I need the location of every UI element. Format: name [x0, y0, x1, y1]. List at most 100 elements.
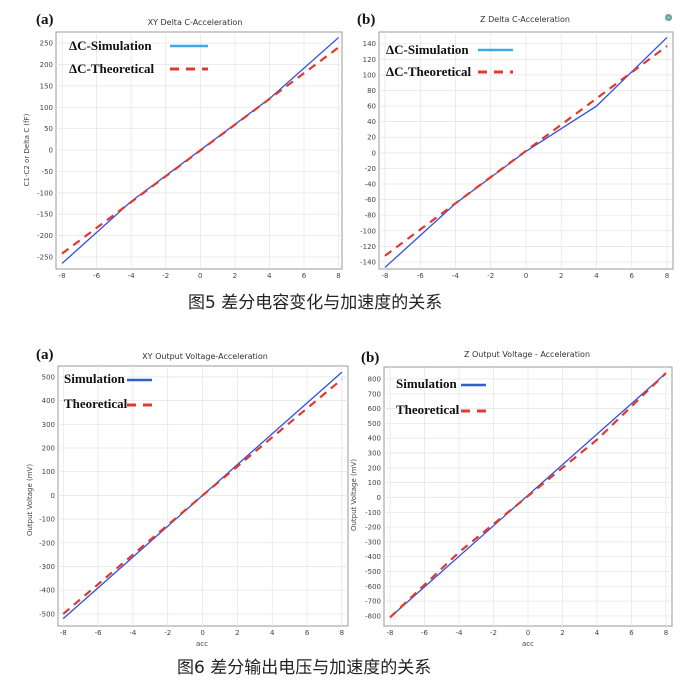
x-tick-label: 0 — [524, 272, 528, 280]
y-tick-label: 200 — [40, 61, 53, 69]
theoretical-line — [389, 372, 667, 619]
y-tick-label: -300 — [39, 563, 55, 571]
legend-simulation: ΔC-Simulation — [386, 42, 469, 57]
legend-theoretical: Theoretical — [64, 396, 128, 411]
y-tick-label: 400 — [368, 435, 381, 443]
y-tick-label: -100 — [37, 189, 53, 197]
x-tick-label: 4 — [594, 272, 599, 280]
x-tick-label: 6 — [630, 272, 635, 280]
y-tick-label: -140 — [360, 258, 376, 266]
y-tick-label: -100 — [39, 516, 55, 524]
x-tick-label: 0 — [198, 272, 202, 280]
x-tick-label: -6 — [95, 629, 103, 637]
x-tick-label: -2 — [164, 629, 171, 637]
y-tick-label: -700 — [365, 598, 381, 606]
x-tick-label: -6 — [93, 272, 101, 280]
y-tick-label: -300 — [365, 538, 381, 546]
y-tick-label: 600 — [368, 405, 381, 413]
x-tick-label: 2 — [233, 272, 237, 280]
x-axis-label: acc — [196, 640, 208, 648]
legend-theoretical: Theoretical — [396, 402, 460, 417]
x-tick-label: 2 — [559, 272, 563, 280]
y-tick-label: 500 — [368, 420, 381, 428]
x-tick-label: -2 — [487, 272, 494, 280]
x-tick-label: -4 — [452, 272, 460, 280]
y-tick-label: 100 — [363, 71, 376, 79]
legend-simulation: Simulation — [64, 371, 125, 386]
y-tick-label: 300 — [368, 450, 381, 458]
y-tick-label: 20 — [367, 134, 376, 142]
y-axis-label: Output Voltage (mV) — [26, 463, 34, 537]
y-tick-label: -50 — [42, 168, 53, 176]
x-tick-label: -4 — [128, 272, 136, 280]
x-tick-label: 0 — [200, 629, 204, 637]
y-tick-label: -400 — [365, 553, 381, 561]
figure5-caption: 图5 差分电容变化与加速度的关系 — [188, 293, 443, 313]
x-tick-label: 6 — [302, 272, 307, 280]
y-tick-label: 400 — [42, 397, 55, 405]
y-tick-label: 500 — [42, 373, 55, 381]
x-tick-label: 8 — [340, 629, 344, 637]
x-axis-label: acc — [522, 640, 534, 648]
y-tick-label: -400 — [39, 587, 55, 595]
chart-title: XY Output Voltage-Acceleration — [142, 352, 268, 361]
chart-title: Z Output Voltage - Acceleration — [463, 350, 591, 359]
x-tick-label: 2 — [235, 629, 239, 637]
legend-simulation: Simulation — [396, 376, 457, 391]
x-tick-label: -2 — [490, 629, 497, 637]
y-tick-label: 80 — [367, 87, 376, 95]
y-tick-label: 50 — [44, 125, 53, 133]
x-tick-label: 8 — [336, 272, 340, 280]
y-tick-label: -100 — [365, 509, 381, 517]
y-tick-label: 700 — [368, 390, 381, 398]
x-tick-label: -8 — [387, 629, 394, 637]
y-tick-label: 200 — [368, 464, 381, 472]
x-tick-label: 4 — [270, 629, 275, 637]
panel-label-b1: (b) — [357, 12, 376, 28]
y-tick-label: -100 — [360, 227, 376, 235]
y-tick-label: -800 — [365, 612, 381, 620]
x-tick-label: 8 — [665, 272, 669, 280]
x-tick-label: 0 — [526, 629, 530, 637]
y-tick-label: 0 — [372, 149, 376, 157]
y-tick-label: -200 — [39, 539, 55, 547]
y-tick-label: -60 — [365, 196, 376, 204]
y-axis-label: Output Voltage (mV) — [350, 458, 358, 532]
y-axis-label: C1-C2 or Delta C (fF) — [23, 113, 31, 187]
y-tick-label: -250 — [37, 254, 53, 262]
chart-title: Z Delta C-Acceleration — [480, 15, 570, 24]
x-tick-label: -8 — [382, 272, 389, 280]
y-tick-label: 0 — [51, 492, 55, 500]
x-tick-label: 8 — [664, 629, 668, 637]
y-tick-label: 100 — [368, 479, 381, 487]
theoretical-line — [61, 46, 340, 255]
globe-icon — [665, 14, 672, 21]
y-tick-label: 250 — [40, 40, 53, 48]
panel-label-b2: (b) — [361, 350, 380, 366]
y-tick-label: 300 — [42, 421, 55, 429]
y-tick-label: 200 — [42, 445, 55, 453]
y-tick-label: 0 — [49, 147, 53, 155]
y-tick-label: -600 — [365, 583, 381, 591]
panel-label-a1: (a) — [36, 12, 54, 28]
chart-title: XY Delta C-Acceleration — [147, 18, 243, 27]
x-tick-label: -6 — [417, 272, 425, 280]
legend-theoretical: ΔC-Theoretical — [386, 64, 472, 79]
x-tick-label: 4 — [595, 629, 600, 637]
x-tick-label: -8 — [60, 629, 67, 637]
y-tick-label: 800 — [368, 375, 381, 383]
x-tick-label: -4 — [129, 629, 137, 637]
x-tick-label: -6 — [421, 629, 429, 637]
theoretical-line — [384, 45, 668, 257]
y-tick-label: 140 — [363, 40, 376, 48]
y-tick-label: -500 — [365, 568, 381, 576]
y-tick-label: -500 — [39, 610, 55, 618]
y-tick-label: 60 — [367, 103, 376, 111]
x-tick-label: -4 — [456, 629, 464, 637]
y-tick-label: 100 — [40, 104, 53, 112]
y-tick-label: 150 — [40, 82, 53, 90]
y-tick-label: -80 — [365, 212, 376, 220]
x-tick-label: 4 — [267, 272, 272, 280]
